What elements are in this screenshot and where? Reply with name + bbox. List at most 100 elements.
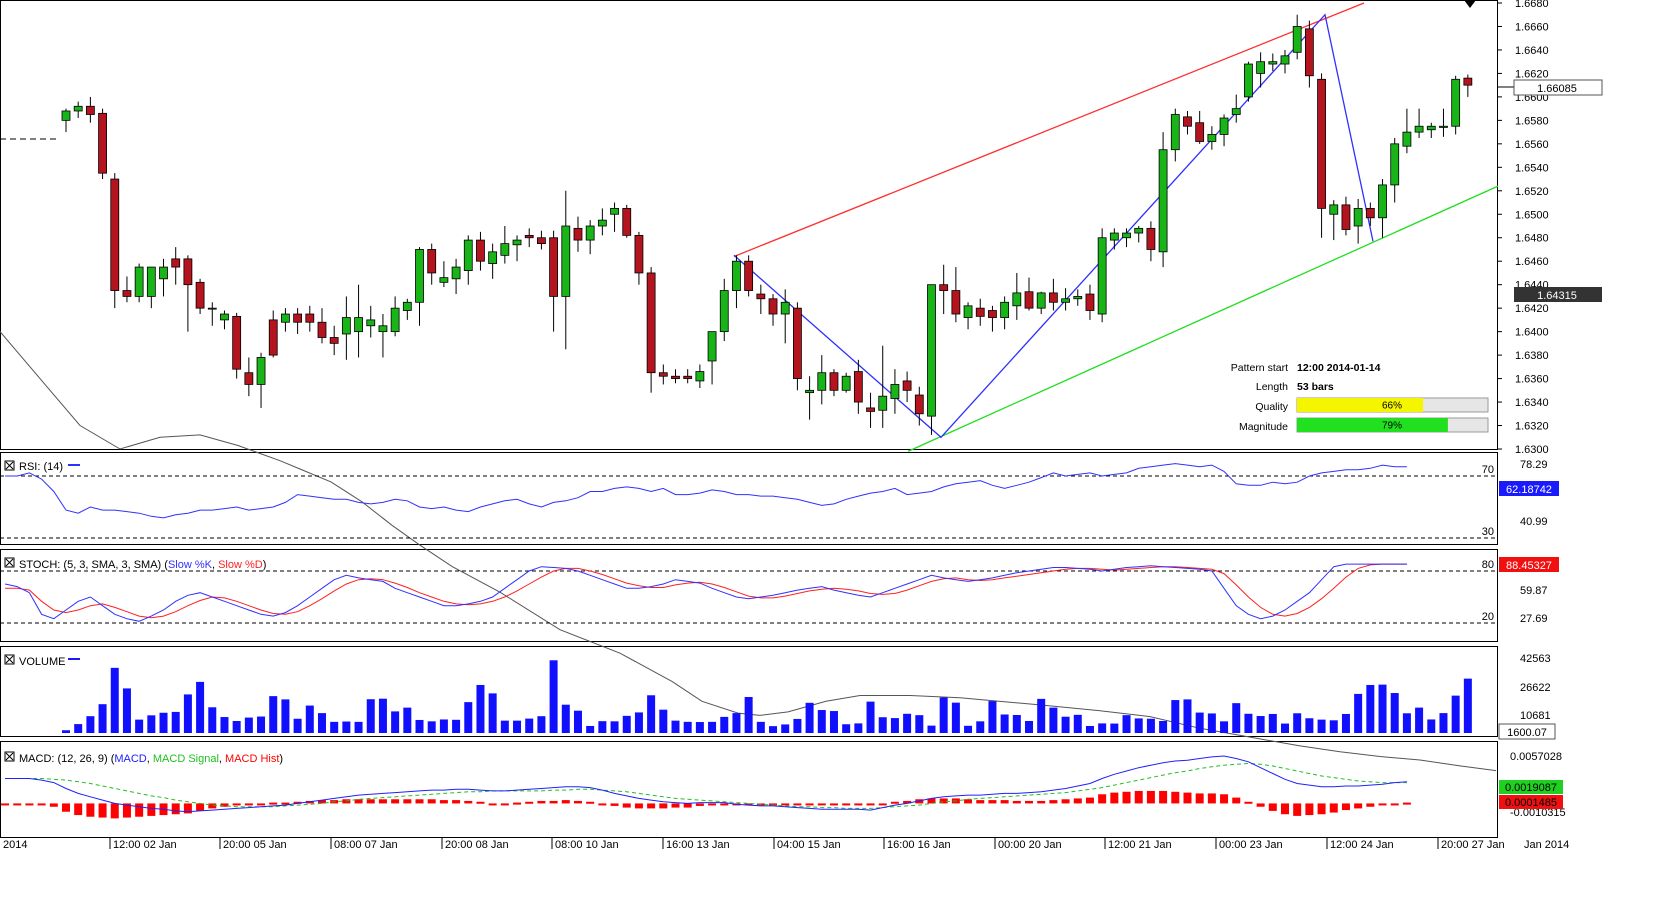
macd-hist-bar: [1037, 800, 1046, 804]
price-tick-label: 1.6460: [1515, 256, 1549, 268]
candle-body: [183, 258, 193, 286]
candle-body: [561, 225, 571, 297]
candle: [378, 314, 388, 358]
volume-bar: [1232, 703, 1241, 733]
volume-bar: [903, 713, 912, 733]
volume-bar: [1268, 713, 1277, 733]
macd-hist-bar: [1354, 803, 1363, 809]
candle-body: [85, 105, 95, 115]
volume-bar: [573, 710, 582, 733]
candle-body: [646, 272, 656, 374]
candle-body: [793, 307, 802, 379]
volume-bar: [927, 725, 936, 733]
macd-hist-bar: [781, 803, 790, 806]
volume-bar: [951, 702, 960, 733]
candle: [524, 228, 534, 248]
candle-body: [927, 284, 936, 417]
candle-body: [1402, 131, 1412, 147]
volume-bar: [988, 701, 997, 733]
volume-bar: [708, 721, 717, 733]
volume-bar: [634, 712, 643, 733]
volume-bar: [1244, 713, 1253, 733]
volume-bar: [305, 705, 314, 733]
volume-bar: [135, 719, 144, 733]
channel-lower-line: [907, 185, 1499, 452]
candle-body: [1390, 143, 1400, 186]
macd-hist-bar: [793, 803, 802, 806]
price-tick-label: 1.6540: [1515, 162, 1549, 174]
candle: [98, 108, 107, 180]
macd-hist-current-badge: [1499, 795, 1563, 809]
macd-hist-bar: [1134, 790, 1143, 804]
candle: [1341, 196, 1351, 236]
volume-bar: [1293, 713, 1302, 733]
price-tick-label: 1.6320: [1515, 421, 1549, 433]
magnitude-bar-fill: [1297, 418, 1448, 432]
volume-bar: [293, 718, 302, 733]
candle: [110, 173, 120, 309]
candle-body: [1231, 108, 1241, 115]
macd-hist-bar: [842, 803, 851, 806]
macd-hist-bar: [1, 803, 10, 806]
candle-body: [1000, 301, 1010, 318]
candle: [573, 216, 583, 252]
volume-bar: [1195, 712, 1204, 733]
candle: [1061, 288, 1070, 311]
macd-hist-bar: [598, 803, 607, 806]
candle-body: [476, 239, 485, 262]
volume-bar: [439, 719, 448, 733]
macd-hist-bar: [500, 803, 509, 806]
volume-bar: [208, 707, 217, 733]
candle-body: [1146, 227, 1156, 250]
candle: [1451, 75, 1461, 135]
candle-body: [1158, 149, 1168, 253]
price-panel-frame: [0, 0, 1498, 450]
candle: [988, 305, 997, 332]
macd-hist-bar: [622, 803, 631, 808]
volume-bar: [415, 719, 424, 733]
candle: [939, 264, 949, 315]
macd-hist-legend: MACD Hist: [225, 753, 279, 765]
macd-hist-bar: [476, 801, 485, 804]
volume-bar: [147, 715, 156, 733]
candle-body: [451, 266, 461, 280]
macd-hist-bar: [1390, 803, 1399, 806]
macd-hist-bar: [427, 799, 436, 804]
volume-bar: [1256, 716, 1265, 733]
candle-body: [1426, 125, 1436, 131]
candle-body: [1170, 114, 1180, 151]
volume-bar: [1390, 693, 1399, 733]
macd-hist-bar: [452, 800, 461, 804]
candle-body: [853, 371, 863, 403]
candle-body: [707, 331, 717, 362]
rsi-level-70-label: 70: [1482, 464, 1494, 476]
macd-hist-bar: [1000, 800, 1009, 804]
candle-body: [134, 266, 144, 297]
scroll-arrow-icon[interactable]: [1464, 0, 1476, 8]
candle-body: [1414, 125, 1424, 133]
candle: [134, 263, 144, 303]
candle: [73, 101, 83, 119]
time-tick-label: 16:00 16 Jan: [887, 839, 951, 851]
candle-body: [780, 301, 790, 315]
candle-body: [232, 315, 242, 370]
macd-hist-bar: [549, 800, 558, 804]
volume-bar: [1025, 720, 1034, 733]
candle-body: [1134, 227, 1144, 234]
candle: [1402, 108, 1412, 154]
candle: [281, 308, 290, 332]
candle: [1122, 228, 1131, 248]
volume-bar: [476, 684, 485, 733]
macd-title-suffix: ): [279, 753, 283, 765]
macd-hist-bar: [817, 803, 826, 806]
macd-hist-bar: [829, 803, 838, 806]
volume-bar: [342, 721, 351, 733]
volume-bar: [269, 696, 278, 733]
moving-average-line: [0, 331, 1497, 772]
candle-body: [914, 394, 924, 415]
price-tick-label: 1.6340: [1515, 397, 1549, 409]
zigzag-path: [733, 13, 1374, 439]
macd-hist-bar: [488, 803, 497, 806]
candle-body: [610, 207, 619, 215]
candle-body: [244, 372, 254, 385]
